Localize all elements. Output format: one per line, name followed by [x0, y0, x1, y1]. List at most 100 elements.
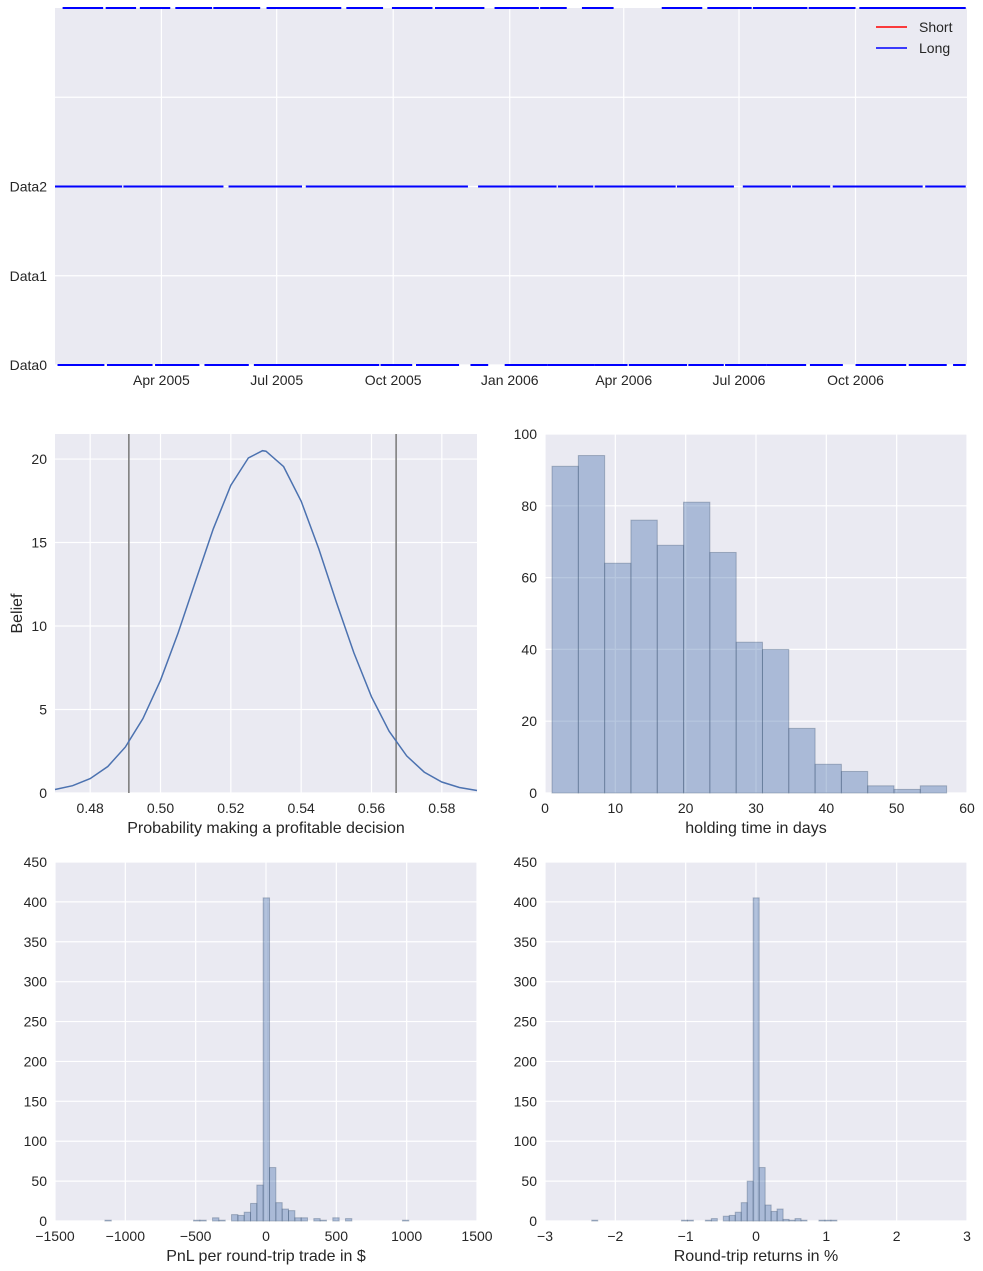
y-tick-label: 200: [24, 1053, 48, 1069]
histogram-bar: [288, 1210, 296, 1222]
x-tick-label: −2: [607, 1228, 623, 1244]
histogram-bar: [734, 1211, 742, 1222]
y-tick-label: 250: [514, 1014, 538, 1030]
histogram-bar: [740, 1202, 748, 1222]
x-tick-label: 0.58: [428, 800, 455, 816]
x-tick-label: 0.52: [217, 800, 244, 816]
histogram-bar: [218, 1219, 226, 1222]
histogram-bar: [262, 897, 271, 1222]
histogram-bar: [770, 1210, 778, 1222]
y-tick-label: 200: [514, 1053, 538, 1069]
histogram-bar: [300, 1217, 308, 1222]
histogram-bar: [683, 501, 711, 794]
histogram-bar: [709, 551, 737, 794]
x-tick-label: 20: [678, 800, 694, 816]
x-tick-label: Oct 2006: [827, 372, 884, 388]
x-tick-label: 0: [541, 800, 549, 816]
panel-3: −1500 −1000 −500 0 500 1000 1500 0 50 100 150 200 25…: [24, 854, 493, 1265]
histogram-bar: [269, 1167, 277, 1222]
x-tick-label: 0: [262, 1228, 270, 1244]
y-tick-label: 0: [39, 785, 47, 801]
histogram-bar: [319, 1219, 327, 1222]
y-tick-label: 20: [31, 451, 47, 467]
y-tick-label: Data1: [10, 268, 48, 284]
y-tick-label: 450: [514, 854, 538, 870]
x-tick-label: 60: [959, 800, 975, 816]
histogram-bar: [788, 1219, 796, 1222]
histogram-bar: [256, 1184, 264, 1222]
histogram-bar: [680, 1219, 688, 1222]
y-tick-label: 15: [31, 535, 47, 551]
histogram-bar: [199, 1219, 207, 1222]
belief-curve: [54, 449, 478, 792]
histogram-bar: [758, 1167, 766, 1222]
y-tick-label: 450: [24, 854, 48, 870]
x-tick-label: 50: [889, 800, 905, 816]
histogram-bar: [794, 1218, 802, 1222]
x-axis-label: holding time in days: [685, 820, 826, 837]
histogram-bar: [630, 519, 658, 794]
x-tick-label: 40: [819, 800, 835, 816]
x-tick-label: 30: [748, 800, 764, 816]
x-tick-label: −500: [180, 1228, 212, 1244]
y-tick-label: 0: [39, 1213, 47, 1229]
histogram-bar: [231, 1214, 239, 1222]
histogram-bar: [281, 1208, 290, 1222]
histogram-bar: [551, 465, 579, 794]
histogram-bar: [830, 1219, 838, 1222]
x-tick-label: 0.50: [147, 800, 174, 816]
histogram-bar: [704, 1219, 712, 1222]
x-tick-label: 0: [752, 1228, 760, 1244]
x-tick-label: −1500: [35, 1228, 75, 1244]
y-tick-label: 100: [514, 426, 538, 442]
histogram-bar: [893, 788, 921, 794]
x-tick-label: 1000: [391, 1228, 422, 1244]
y-tick-label: Data0: [10, 357, 48, 373]
histogram-bar: [746, 1180, 754, 1222]
histogram-bar: [332, 1217, 340, 1222]
x-tick-label: Apr 2006: [595, 372, 652, 388]
histogram-bar: [710, 1218, 718, 1222]
x-tick-label: 0.48: [77, 800, 104, 816]
x-tick-label: −1: [678, 1228, 694, 1244]
x-tick-label: 500: [325, 1228, 349, 1244]
legend-label: Long: [919, 40, 950, 56]
y-tick-label: 300: [514, 974, 538, 990]
histogram-bar: [776, 1208, 784, 1222]
histogram-bar: [243, 1211, 252, 1222]
y-tick-label: 0: [529, 1213, 537, 1229]
y-tick-label: 350: [514, 934, 538, 950]
y-tick-label: 100: [24, 1133, 48, 1149]
histogram-bar: [577, 455, 606, 794]
y-tick-label: 60: [521, 570, 537, 586]
y-tick-label: 250: [24, 1014, 48, 1030]
x-tick-label: −1000: [106, 1228, 146, 1244]
histogram-bar: [294, 1217, 302, 1222]
histogram-bar: [752, 897, 760, 1222]
y-tick-label: 40: [521, 641, 537, 657]
y-tick-label: 10: [31, 618, 47, 634]
histogram-bar: [344, 1218, 353, 1222]
histogram-bar: [764, 1204, 772, 1222]
y-tick-label: 50: [521, 1173, 537, 1189]
legend: Short Long: [876, 19, 953, 56]
y-tick-label: Data2: [10, 179, 48, 195]
y-tick-label: 400: [24, 894, 48, 910]
histogram-bar: [824, 1219, 832, 1222]
histogram-bar: [591, 1219, 599, 1222]
histogram-bar: [656, 544, 685, 794]
y-tick-label: 300: [24, 974, 48, 990]
y-tick-label: 150: [24, 1093, 48, 1109]
axes-background: [55, 434, 477, 793]
histogram-bar: [193, 1219, 201, 1222]
histogram-bar: [212, 1217, 220, 1222]
histogram-bar: [800, 1219, 808, 1222]
y-tick-label: 50: [31, 1173, 47, 1189]
histogram-bar: [761, 648, 790, 794]
x-tick-label: Oct 2005: [365, 372, 422, 388]
y-tick-label: 350: [24, 934, 48, 950]
x-tick-label: Apr 2005: [133, 372, 190, 388]
panel-1: 0.48 0.50 0.52 0.54 0.56 0.58 0 5 10 15 20 Probabil…: [9, 434, 478, 837]
y-tick-label: 80: [521, 498, 537, 514]
